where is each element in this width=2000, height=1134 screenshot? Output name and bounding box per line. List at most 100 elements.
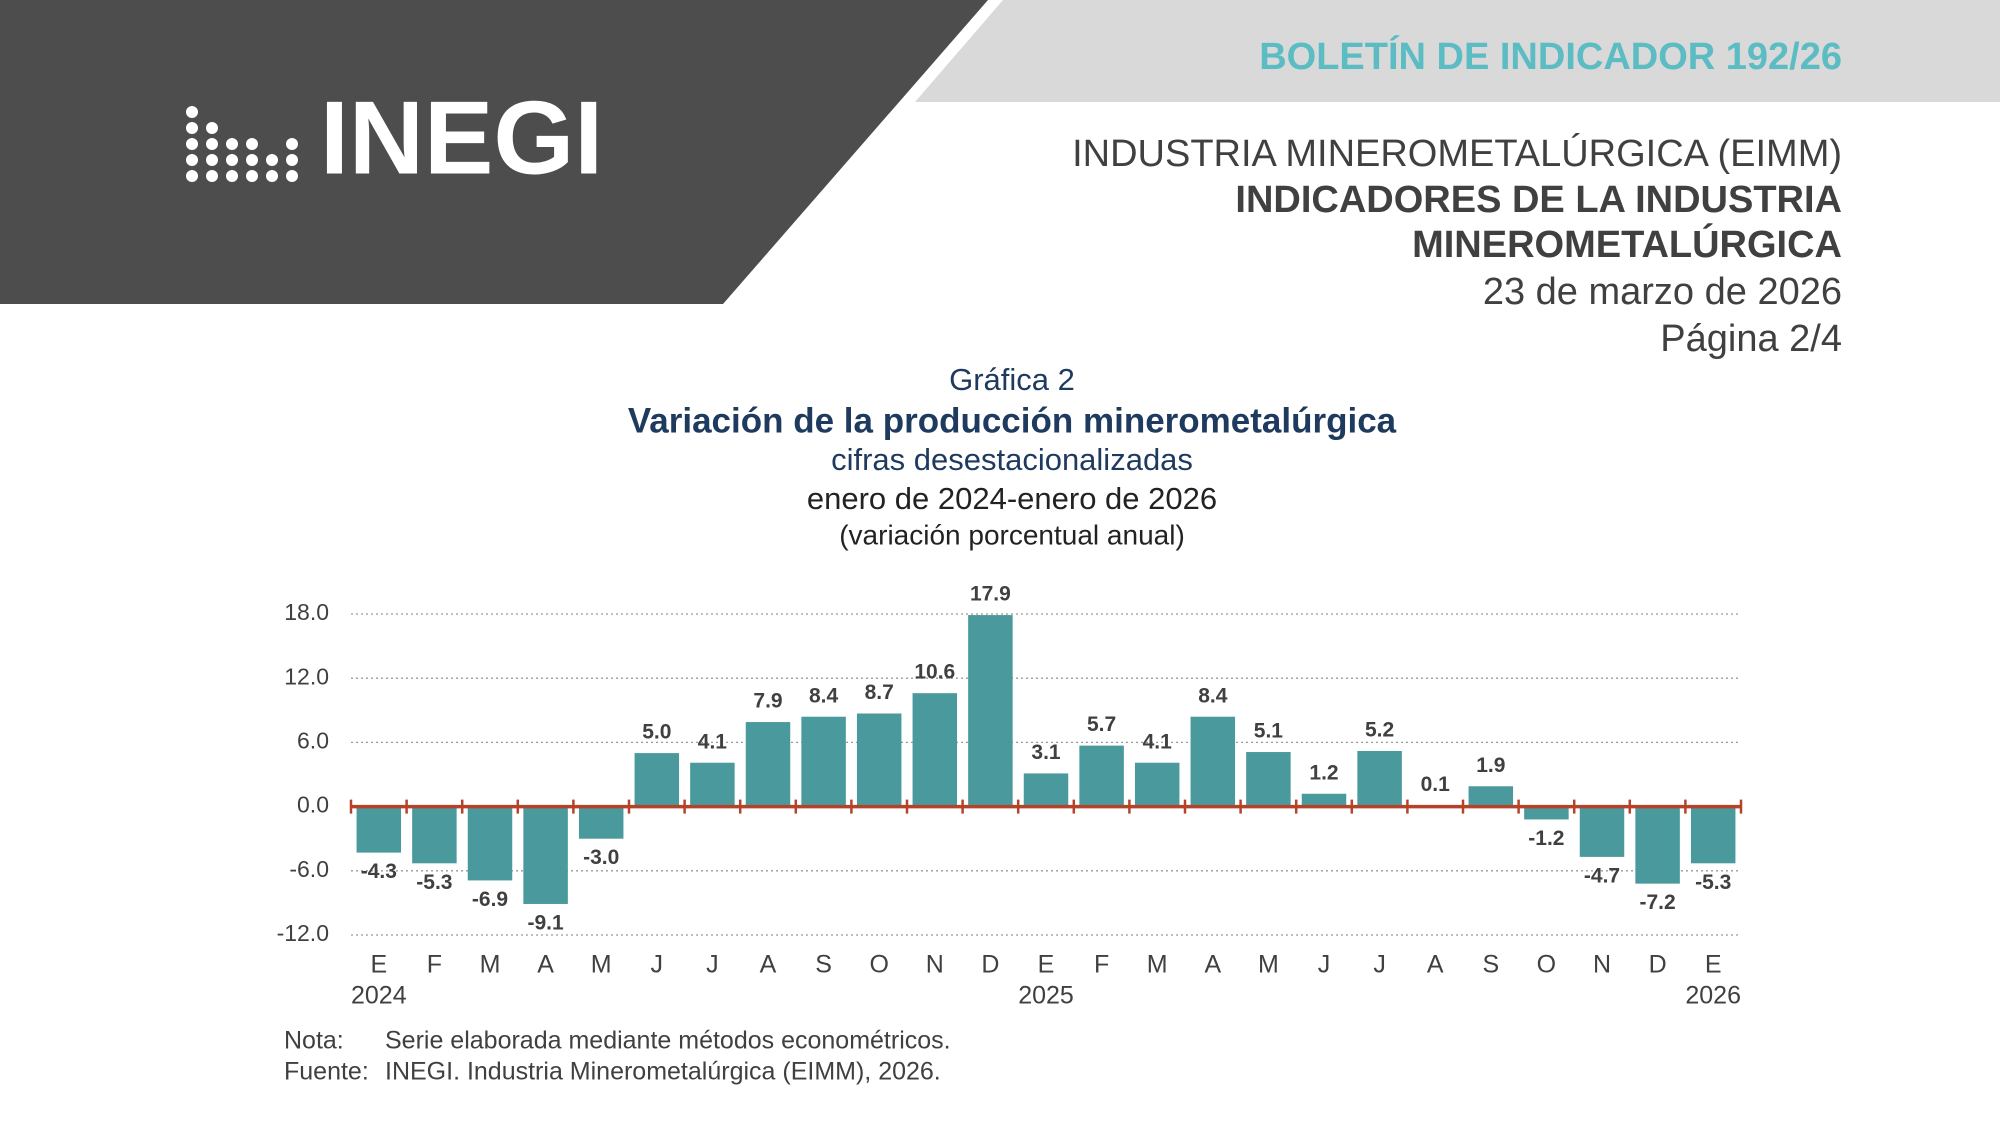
x-tick-label: J [1373,951,1386,979]
header-band [915,0,2000,102]
header-line: Página 2/4 [1660,318,1842,360]
value-label: -7.2 [1640,891,1676,914]
y-tick-label: 0.0 [297,792,329,818]
x-year-label: 2026 [1685,982,1741,1010]
x-tick-label: E [1038,951,1055,979]
x-tick-label: A [1427,951,1444,979]
header-dark-panel [0,0,988,304]
value-label: 1.2 [1309,761,1338,784]
bar [856,713,902,807]
value-label: -4.3 [361,860,397,883]
bar [745,722,791,807]
bar [356,806,402,853]
value-label: 0.1 [1421,773,1451,796]
value-label: 5.2 [1365,719,1394,742]
value-label: -4.7 [1584,864,1620,887]
x-tick-label: O [869,951,888,979]
x-tick-label: F [427,951,442,979]
x-tick-label: E [1705,951,1722,979]
header-line: MINEROMETALÚRGICA [1412,222,1842,266]
y-tick-label: -6.0 [289,856,329,882]
bar [1079,745,1124,807]
x-tick-label: O [1537,951,1556,979]
chart-title: Variación de la producción minerometalúr… [628,401,1397,440]
bar [1134,762,1180,807]
x-tick-label: N [926,951,944,979]
value-label: 4.1 [1143,730,1173,753]
chart-label: Gráfica 2 [949,362,1075,397]
x-tick-label: J [1318,951,1331,979]
x-tick-label: A [760,951,777,979]
note-text: INEGI. Industria Minerometalúrgica (EIMM… [385,1058,941,1086]
bar [912,693,958,807]
bar [467,806,513,881]
bar [578,806,624,839]
value-label: 5.7 [1087,713,1116,736]
bar [968,615,1013,807]
chart-unit: (variación porcentual anual) [839,519,1185,550]
x-tick-label: D [1649,951,1667,979]
note-key: Nota: [284,1027,344,1055]
value-label: -5.3 [1695,871,1731,894]
note-key: Fuente: [284,1058,369,1086]
logo-text: INEGI [320,80,603,196]
x-tick-label: A [1204,951,1221,979]
bar [523,806,568,904]
y-tick-label: 6.0 [297,727,329,753]
header-line: 23 de marzo de 2026 [1483,271,1842,313]
x-tick-label: N [1593,951,1611,979]
value-label: -3.0 [583,846,619,869]
bar [690,762,735,807]
value-label: 17.9 [970,583,1011,606]
value-label: 7.9 [753,690,782,713]
value-label: -1.2 [1528,827,1564,850]
value-label: 8.7 [865,681,894,704]
x-tick-label: M [591,951,612,979]
bar [1301,793,1347,807]
x-tick-label: M [480,951,501,979]
x-year-label: 2024 [351,982,407,1010]
x-tick-label: A [537,951,554,979]
x-tick-label: J [706,951,719,979]
value-label: 8.4 [809,684,839,707]
x-tick-label: J [651,951,664,979]
x-tick-label: M [1147,951,1168,979]
note-text: Serie elaborada mediante métodos economé… [385,1027,951,1055]
bar [1524,806,1569,820]
value-label: 3.1 [1031,741,1061,764]
bar [1190,716,1236,807]
y-tick-label: 12.0 [284,663,329,689]
chart-period: enero de 2024-enero de 2026 [807,481,1217,516]
bar [1023,773,1069,807]
y-tick-label: -12.0 [277,920,329,946]
bar [1635,806,1680,884]
value-label: 4.1 [698,730,728,753]
header-line: INDICADORES DE LA INDUSTRIA [1235,179,1842,221]
value-label: -9.1 [528,912,565,935]
bar [1468,786,1514,807]
bar [1246,752,1291,807]
value-label: 8.4 [1198,684,1228,707]
x-tick-label: E [370,951,387,979]
bar [634,753,680,807]
bulletin-title: BOLETÍN DE INDICADOR 192/26 [1259,34,1842,78]
x-tick-label: D [981,951,999,979]
value-label: 5.0 [642,721,671,744]
logo-dots [186,106,298,182]
bar [1690,806,1736,864]
x-year-label: 2025 [1018,982,1074,1010]
x-tick-label: S [815,951,832,979]
x-tick-label: F [1094,951,1109,979]
value-label: 1.9 [1476,754,1505,777]
x-tick-label: S [1482,951,1499,979]
value-label: -5.3 [416,871,452,894]
bar [1579,806,1625,857]
value-label: 5.1 [1254,720,1284,743]
bar [801,716,846,807]
x-tick-label: M [1258,951,1279,979]
chart-subtitle: cifras desestacionalizadas [831,442,1193,477]
header-line: INDUSTRIA MINEROMETALÚRGICA (EIMM) [1072,132,1842,175]
value-label: 10.6 [914,661,955,684]
value-label: -6.9 [472,888,508,911]
